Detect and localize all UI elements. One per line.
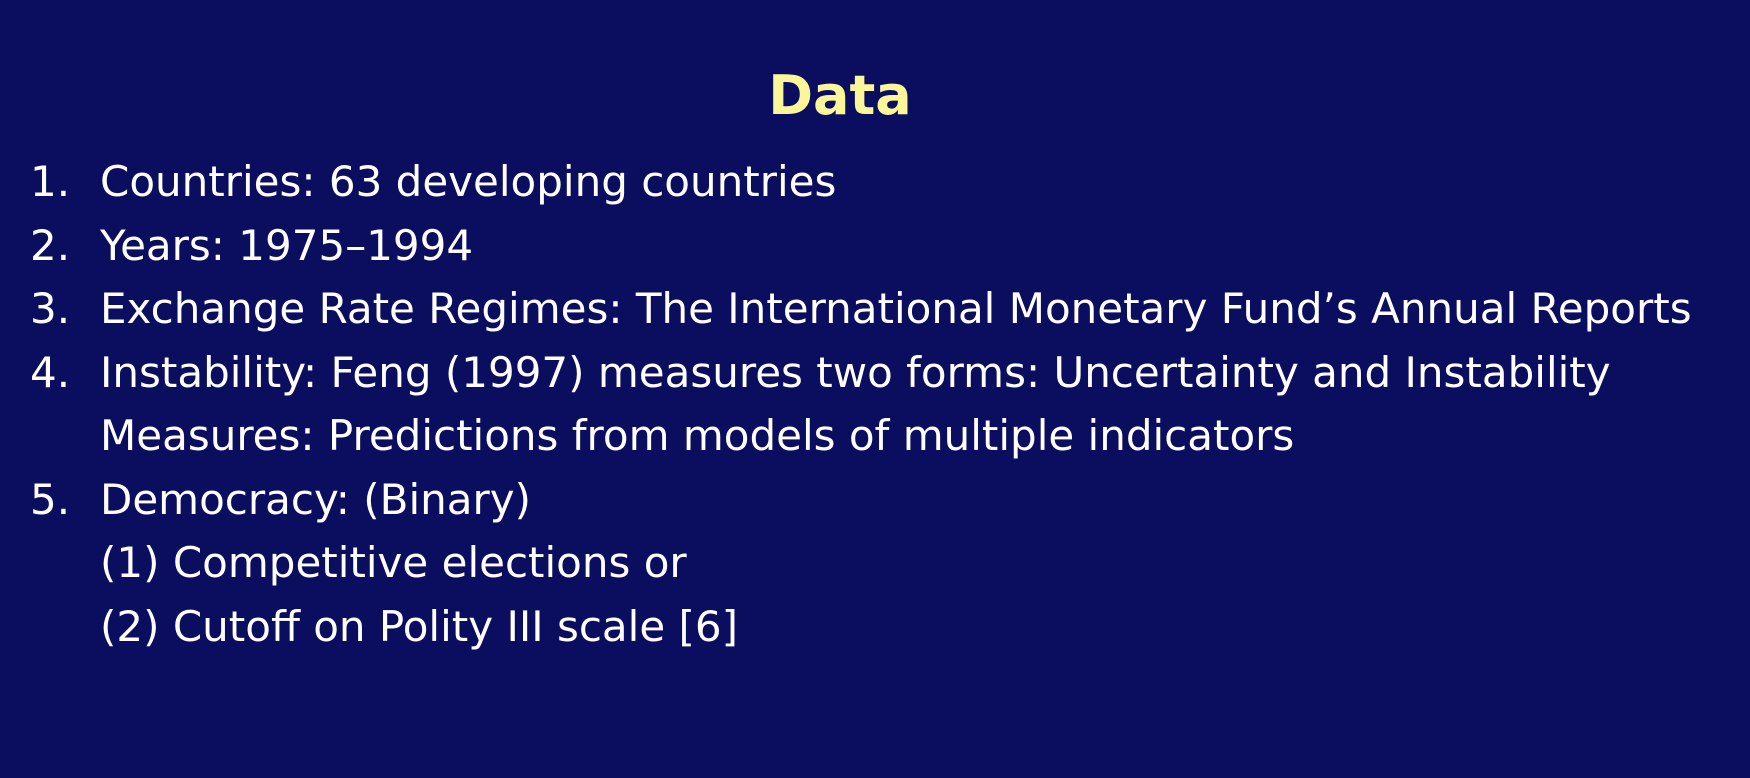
item-text: Years: 1975–1994 xyxy=(100,220,474,270)
list-item-instability: 4. Instability: Feng (1997) measures two… xyxy=(30,341,1700,468)
slide-title: Data xyxy=(768,64,912,127)
item-text: Exchange Rate Regimes: The International… xyxy=(100,284,1692,333)
sub-item-competitive-elections: (1) Competitive elections or xyxy=(100,538,687,587)
item-number: 4. xyxy=(30,347,71,397)
item-number: 5. xyxy=(30,474,71,524)
item-number: 1. xyxy=(30,157,71,206)
item-text: Instability: Feng (1997) measures two fo… xyxy=(100,347,1611,397)
list-item-years: 2. Years: 1975–1994 xyxy=(30,214,1700,278)
item-continuation: Measures: Predictions from models of mul… xyxy=(100,411,1295,460)
item-text: Countries: 63 developing countries xyxy=(100,157,837,206)
list-item-democracy: 5. Democracy: (Binary) (1) Competitive e… xyxy=(30,468,1700,659)
sub-item-polity-cutoff: (2) Cutoff on Polity III scale [6] xyxy=(100,601,739,651)
list-item-exchange-rate-regimes: 3. Exchange Rate Regimes: The Internatio… xyxy=(30,277,1700,341)
data-item-list: 1. Countries: 63 developing countries 2.… xyxy=(30,150,1700,658)
item-number: 3. xyxy=(30,284,71,333)
item-text: Democracy: (Binary) xyxy=(100,474,532,524)
list-item-countries: 1. Countries: 63 developing countries xyxy=(30,150,1700,214)
item-number: 2. xyxy=(30,220,71,270)
